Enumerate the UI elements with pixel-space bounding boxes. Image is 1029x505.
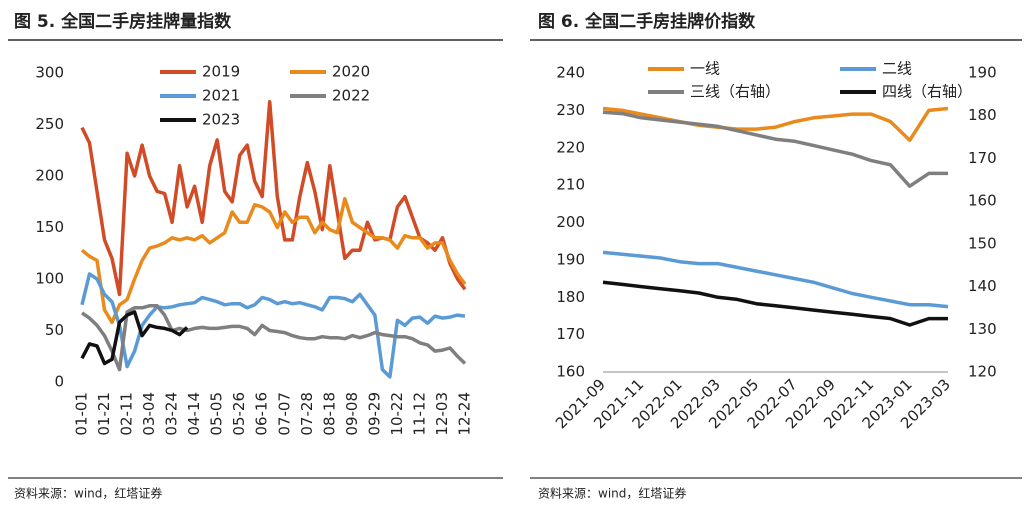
series-line [81, 304, 467, 372]
y-tick-label: 160 [556, 363, 585, 381]
x-tick-label: 02-11 [118, 392, 136, 436]
legend-label: 四线（右轴） [882, 83, 972, 101]
x-tick-label: 07-07 [275, 392, 293, 436]
x-tick-label: 12-03 [433, 392, 451, 436]
y2-tick-label: 120 [968, 363, 997, 381]
y2-tick-label: 170 [968, 149, 997, 167]
y-tick-label: 220 [556, 138, 585, 156]
y2-tick-label: 190 [968, 64, 997, 82]
y-tick-label: 300 [35, 64, 64, 82]
x-tick-label: 09-29 [365, 392, 383, 436]
y-tick-label: 170 [556, 325, 585, 343]
y-tick-label: 190 [556, 250, 585, 268]
source-note: 资料来源：wind，红塔证券 [538, 486, 686, 501]
y-tick-label: 210 [556, 176, 585, 194]
legend-label: 2022 [332, 87, 370, 105]
x-tick-label: 03-04 [140, 392, 158, 436]
series-line [80, 310, 189, 366]
legend-label: 二线 [882, 60, 912, 78]
series-line [80, 196, 467, 325]
legend-label: 一线 [690, 60, 720, 78]
y-tick-label: 100 [35, 270, 64, 288]
chart-title: 图 5. 全国二手房挂牌量指数 [14, 11, 232, 32]
y2-tick-label: 140 [968, 277, 997, 295]
x-tick-label: 05-26 [230, 392, 248, 436]
series-line [80, 100, 467, 297]
legend-label: 2023 [202, 111, 240, 129]
y-tick-label: 50 [45, 321, 64, 339]
x-tick-label: 09-08 [343, 392, 361, 436]
x-tick-label: 06-16 [253, 392, 271, 436]
series-line [602, 250, 949, 309]
x-tick-label: 01-01 [73, 392, 91, 436]
x-tick-label: 05-05 [208, 392, 226, 436]
chart-title: 图 6. 全国二手房挂牌价指数 [538, 11, 756, 32]
x-tick-label: 04-14 [185, 392, 203, 436]
y-tick-label: 0 [54, 373, 64, 391]
x-tick-label: 10-22 [388, 392, 406, 436]
x-tick-label: 01-21 [95, 392, 113, 436]
legend-label: 2019 [202, 63, 240, 81]
legend-label: 2021 [202, 87, 240, 105]
series-line [80, 272, 466, 379]
y2-tick-label: 180 [968, 106, 997, 124]
series-line [602, 110, 948, 188]
y-tick-label: 200 [556, 213, 585, 231]
y2-tick-label: 130 [968, 320, 997, 338]
legend-label: 三线（右轴） [690, 83, 780, 101]
x-tick-label: 07-28 [298, 392, 316, 436]
y-tick-label: 180 [556, 288, 585, 306]
y2-tick-label: 160 [968, 192, 997, 210]
y-tick-label: 240 [556, 64, 585, 82]
series-line [602, 106, 949, 143]
x-tick-label: 12-24 [456, 392, 474, 436]
y-tick-label: 200 [35, 167, 64, 185]
x-tick-label: 08-18 [320, 392, 338, 436]
x-tick-label: 11-12 [410, 392, 428, 436]
series-line [602, 280, 948, 327]
y-tick-label: 150 [35, 218, 64, 236]
y2-tick-label: 150 [968, 234, 997, 252]
source-note: 资料来源：wind，红塔证券 [14, 486, 162, 501]
x-tick-label: 03-24 [163, 392, 181, 436]
legend-label: 2020 [332, 63, 370, 81]
y-tick-label: 230 [556, 101, 585, 119]
y-tick-label: 250 [35, 115, 64, 133]
